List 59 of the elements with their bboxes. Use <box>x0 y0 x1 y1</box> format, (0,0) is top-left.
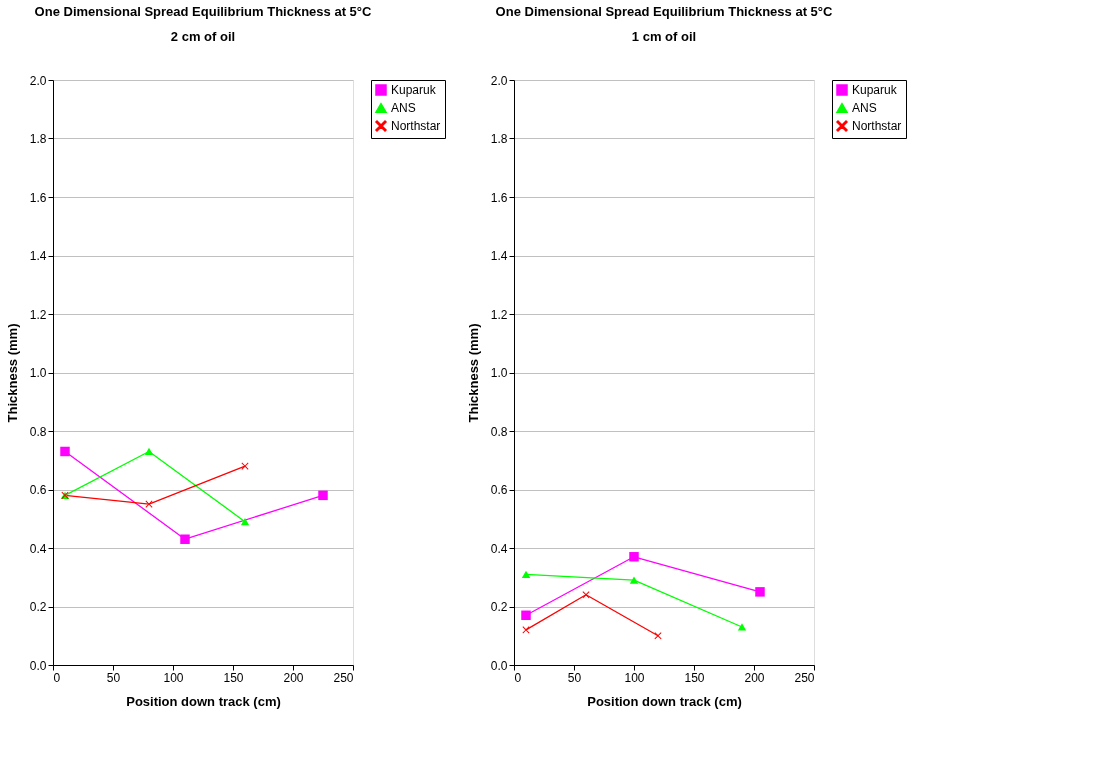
legend-label: Northstar <box>391 119 441 133</box>
y-tick-label: 1.4 <box>29 249 47 263</box>
point <box>180 534 190 544</box>
point <box>755 587 765 597</box>
y-tick-label: 0.2 <box>490 600 508 614</box>
y-tick-label: 0.8 <box>29 424 47 439</box>
y-tick-label: 1.8 <box>490 132 508 146</box>
x-tick-label: 50 <box>567 670 582 685</box>
x-axis-title: Position down track (cm) <box>587 693 742 709</box>
y-tick-label: 0.2 <box>29 600 47 614</box>
y-tick-label: 1.0 <box>490 366 508 380</box>
y-tick-label: 1.2 <box>29 307 47 322</box>
y-tick-label: 1.6 <box>29 190 47 205</box>
y-tick-label: 0.0 <box>29 658 47 673</box>
chart-subtitle: 2 cm of oil <box>170 29 236 44</box>
point <box>144 447 154 456</box>
x-tick-label: 0 <box>514 670 522 685</box>
y-axis-title: Thickness (mm) <box>465 323 481 423</box>
x-tick-label: 150 <box>223 670 244 685</box>
y-tick-label: 0.0 <box>490 658 508 673</box>
legend-label: Kuparuk <box>852 83 898 97</box>
x-tick-label: 250 <box>333 670 354 685</box>
point <box>60 446 70 457</box>
point <box>629 576 639 584</box>
y-tick-label: 1.8 <box>29 132 47 146</box>
legend-label: Kuparuk <box>391 83 437 97</box>
chart-title: One Dimensional Spread Equilibrium Thickness at 5°C <box>34 4 372 19</box>
y-tick-label: 0.4 <box>29 541 47 556</box>
point <box>629 552 639 562</box>
x-tick-label: 200 <box>744 670 765 685</box>
y-tick-label: 0.6 <box>490 483 508 497</box>
x-tick-label: 250 <box>794 670 815 685</box>
y-tick-label: 1.2 <box>490 307 508 322</box>
point <box>521 610 531 621</box>
y-tick-label: 0.8 <box>490 424 508 439</box>
x-axis-title: Position down track (cm) <box>126 693 281 709</box>
y-tick-label: 0.4 <box>490 541 508 556</box>
y-axis-title: Thickness (mm) <box>4 323 20 423</box>
point <box>240 518 250 526</box>
x-tick-label: 50 <box>106 670 121 685</box>
x-tick-label: 200 <box>283 670 304 685</box>
y-tick-label: 2.0 <box>29 73 47 88</box>
y-tick-label: 1.4 <box>490 249 508 263</box>
chart-subtitle: 1 cm of oil <box>631 29 697 44</box>
point <box>737 623 747 631</box>
legend-label: Northstar <box>852 119 902 133</box>
legend-label: ANS <box>391 101 416 115</box>
y-tick-label: 2.0 <box>490 73 508 88</box>
point <box>521 570 531 578</box>
y-tick-label: 0.6 <box>29 483 47 497</box>
point <box>318 490 328 501</box>
y-tick-label: 1.0 <box>29 366 47 380</box>
legend-label: ANS <box>852 101 877 115</box>
x-tick-label: 100 <box>163 670 184 685</box>
chart-title: One Dimensional Spread Equilibrium Thickness at 5°C <box>495 4 833 19</box>
y-tick-label: 1.6 <box>490 190 508 205</box>
x-tick-label: 100 <box>624 670 645 685</box>
x-tick-label: 150 <box>684 670 705 685</box>
x-tick-label: 0 <box>53 670 61 685</box>
